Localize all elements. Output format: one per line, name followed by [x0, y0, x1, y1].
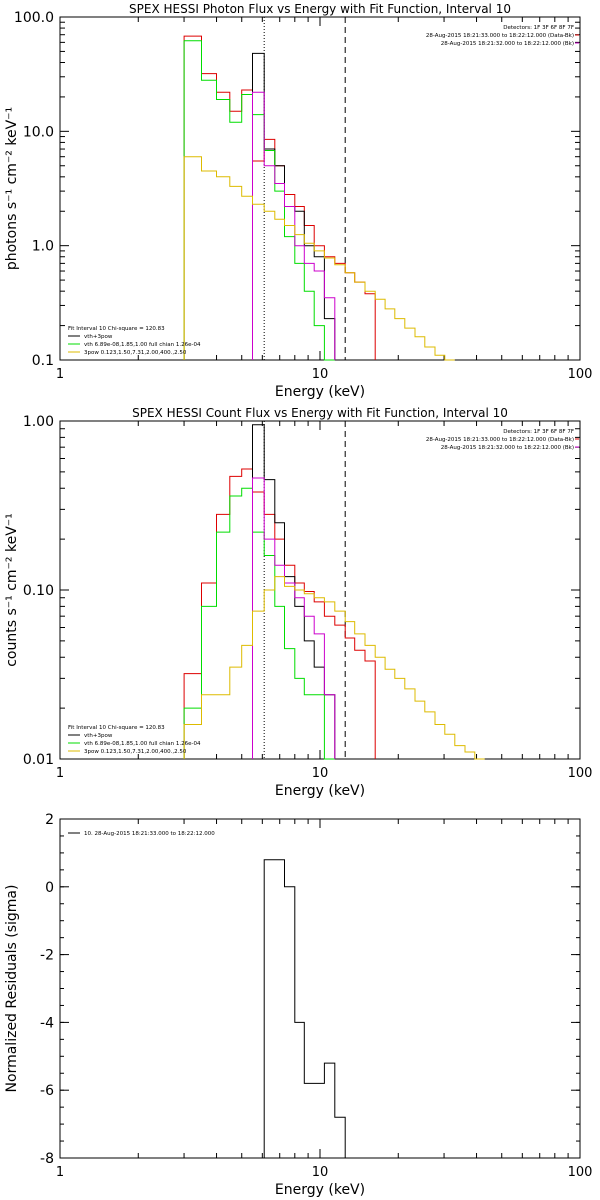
- x-axis-label: Energy (keV): [275, 783, 365, 799]
- legend-entry: vth+3pow: [84, 334, 113, 340]
- legend-entry: vth 6.89e-08,1.85,1.00 full chian 1.26e-…: [84, 342, 201, 348]
- series-magenta-step-line: [252, 91, 336, 360]
- axis-frame: [59, 818, 581, 1159]
- axis-frame: [59, 420, 581, 760]
- chart-title: SPEX HESSI Photon Flux vs Energy with Fi…: [129, 2, 511, 16]
- y-tick-label: 0.1: [32, 353, 54, 369]
- x-tick-label: 100: [568, 766, 593, 781]
- info-line: 28-Aug-2015 18:21:32.000 to 18:22:12.000…: [441, 41, 574, 47]
- x-tick-label: 1: [56, 367, 64, 382]
- chart-title: SPEX HESSI Count Flux vs Energy with Fit…: [132, 406, 508, 420]
- y-axis-label: counts s⁻¹ cm⁻² keV⁻¹: [4, 513, 20, 667]
- residuals-panel: 1 10 100 Energy (keV) -8 -6 -4 -2 0 2 Normalized R…: [4, 812, 592, 1198]
- x-axis-label: Energy (keV): [275, 384, 365, 400]
- y-tick-label: 1.0: [32, 239, 54, 255]
- info-line: 28-Aug-2015 18:21:33.000 to 18:22:12.000…: [426, 437, 574, 443]
- y-tick-label: 0: [45, 880, 54, 896]
- y-axis-label: Normalized Residuals (sigma): [4, 885, 20, 1093]
- x-tick-label: 10: [312, 766, 329, 781]
- series-yellow-step-line: [183, 156, 455, 361]
- x-tick-label: 10: [312, 367, 329, 382]
- x-tick-label: 1: [56, 1165, 64, 1180]
- y-tick-label: -6: [40, 1083, 54, 1099]
- x-tick-label: 10: [312, 1165, 329, 1180]
- legend-entry: 10. 28-Aug-2015 18:21:33.000 to 18:22:12…: [84, 831, 215, 837]
- y-tick-label: 100.0: [14, 10, 54, 26]
- y-tick-label: 0.01: [23, 752, 54, 768]
- legend-entry: 3pow 0.123,1.50,7.31,2.00,400.,2.50: [84, 350, 187, 356]
- series-green-step-line: [183, 40, 335, 361]
- y-tick-label: -4: [40, 1015, 54, 1031]
- series-green-step-line: [183, 487, 335, 760]
- y-tick-label: 0.10: [23, 583, 54, 599]
- legend-entry: 3pow 0.123,1.50,7.31,2.00,400.,2.50: [84, 749, 187, 755]
- x-tick-label: 100: [568, 367, 593, 382]
- y-tick-label: -8: [40, 1151, 54, 1167]
- legend-entry: vth+3pow: [84, 733, 113, 739]
- series-yellow-step-line: [183, 576, 485, 760]
- series-red-step-line: [183, 468, 376, 759]
- info-line: 28-Aug-2015 18:21:33.000 to 18:22:12.000…: [426, 33, 574, 39]
- photon-flux-panel: SPEX HESSI Photon Flux vs Energy with Fi…: [4, 2, 592, 400]
- x-axis-label: Energy (keV): [275, 1182, 365, 1198]
- series-black-step-line: [252, 424, 336, 759]
- legend-header: Fit Interval 10 Chi-square = 120.83: [68, 326, 165, 332]
- y-axis-label: photons s⁻¹ cm⁻² keV⁻¹: [4, 107, 20, 270]
- axis-frame: [59, 16, 581, 361]
- y-tick-label: 1.00: [23, 414, 54, 430]
- info-line: Detectors: 1F 3F 6F 8F 7F: [503, 429, 574, 435]
- y-tick-label: 10.0: [23, 124, 54, 140]
- x-tick-label: 1: [56, 766, 64, 781]
- info-line: Detectors: 1F 3F 6F 8F 7F: [503, 25, 574, 31]
- y-tick-label: -2: [40, 948, 54, 964]
- legend-header: Fit Interval 10 Chi-square = 120.83: [68, 725, 165, 731]
- y-tick-label: 2: [45, 812, 54, 828]
- series-magenta-step-line: [252, 477, 336, 759]
- series-black-step-line: [263, 859, 346, 1158]
- x-tick-label: 100: [568, 1165, 593, 1180]
- info-line: 28-Aug-2015 18:21:32.000 to 18:22:12.000…: [441, 445, 574, 451]
- legend-entry: vth 6.89e-08,1.85,1.00 full chian 1.26e-…: [84, 741, 201, 747]
- count-flux-panel: SPEX HESSI Count Flux vs Energy with Fit…: [4, 406, 592, 799]
- series-red-step-line: [183, 35, 376, 360]
